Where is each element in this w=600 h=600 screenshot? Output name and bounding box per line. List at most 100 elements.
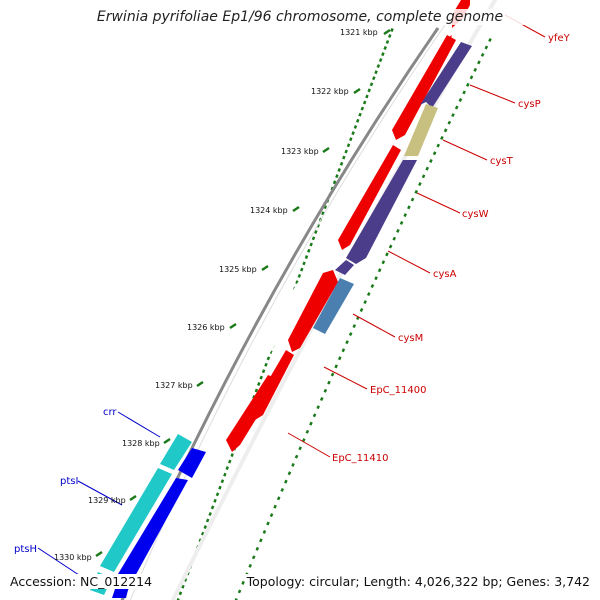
tick-mark [421, 174, 426, 179]
tick-mark [234, 598, 238, 600]
tick-mark [213, 498, 217, 503]
tick-mark [241, 580, 245, 585]
tick-mark [335, 174, 339, 179]
tick-mark [312, 413, 317, 418]
tick-mark [454, 105, 459, 110]
left-label-leaders [37, 411, 161, 578]
left-gene-labels: crr ptsI ptsH [14, 407, 117, 555]
tick-mark [339, 161, 344, 166]
tick-mark [330, 372, 335, 377]
gene-crr[interactable] [160, 434, 192, 470]
tick-mark [443, 128, 448, 133]
gene-label-cysM[interactable]: cysM [398, 333, 423, 344]
tick-mark [176, 598, 180, 600]
tick-mark [220, 479, 225, 484]
tick-mark [210, 505, 215, 510]
tick-mark [356, 118, 360, 123]
tick-mark [223, 472, 227, 477]
gene-cysW[interactable] [346, 160, 417, 264]
tick-mark [257, 382, 261, 386]
tick-mark [259, 538, 263, 543]
gene-blue-2[interactable] [118, 478, 188, 578]
gene-label-EpC_11400[interactable]: EpC_11400 [370, 385, 426, 396]
tick-mark [295, 280, 299, 285]
gene-label-cysP[interactable]: cysP [518, 99, 541, 110]
tick-mark [291, 463, 295, 467]
scale-label: 1322 kbp [311, 87, 349, 96]
tick-mark [436, 143, 441, 148]
tick-mark [374, 276, 378, 281]
scale-label: 1328 kbp [122, 439, 160, 448]
tick-mark [381, 260, 386, 265]
tick-mark [451, 113, 455, 118]
tick-mark [378, 58, 383, 63]
gene-label-ptsH[interactable]: ptsH [14, 544, 37, 555]
tick-mark [305, 429, 310, 434]
gene-label-cysW[interactable]: cysW [462, 209, 489, 220]
gene-ptsI[interactable] [100, 468, 172, 572]
tick-mark [334, 364, 338, 369]
gene-label-cysT[interactable]: cysT [490, 156, 514, 167]
tick-mark [484, 45, 489, 50]
gene-label-ptsI[interactable]: ptsI [60, 476, 78, 487]
tick-mark [304, 255, 309, 260]
tick-mark [440, 135, 444, 140]
gene-red-top[interactable] [398, 35, 452, 135]
forward-cds-track [226, 0, 470, 452]
tick-mark [388, 34, 392, 38]
gene-cysT[interactable] [404, 104, 438, 156]
gene-label-cysA[interactable]: cysA [433, 269, 457, 280]
tick-mark [261, 369, 266, 374]
tick-mark [358, 112, 362, 117]
scale-ticks [95, 28, 391, 558]
tick-mark [300, 267, 304, 272]
tick-mark [262, 530, 267, 534]
tick-mark [251, 555, 256, 560]
tick-mark [469, 75, 474, 80]
tick-mark [360, 106, 365, 111]
tick-mark [314, 230, 318, 234]
tick-mark [280, 487, 285, 492]
tick-mark [316, 223, 320, 228]
tick-mark [273, 504, 277, 509]
gene-cysP[interactable] [420, 42, 472, 108]
gene-label-EpC_11410[interactable]: EpC_11410 [332, 453, 388, 464]
scale-label: 1324 kbp [250, 206, 288, 215]
tick-mark [351, 131, 355, 136]
right-tick-track [234, 38, 492, 600]
tick-mark [377, 268, 382, 273]
tick-mark [264, 362, 268, 367]
gene-red-3[interactable] [288, 270, 338, 352]
tick-mark [337, 356, 342, 361]
tick-mark [352, 324, 357, 329]
gene-red-5[interactable] [226, 375, 280, 452]
scale-label: 1321 kbp [340, 28, 378, 37]
tick-mark [367, 88, 371, 93]
tick-mark [385, 252, 389, 257]
gene-label-crr[interactable]: crr [103, 407, 117, 418]
gene-red-2[interactable] [338, 145, 401, 250]
tick-mark [383, 46, 387, 50]
tick-mark [248, 563, 252, 568]
gene-label-yfeY[interactable]: yfeY [548, 33, 571, 44]
tick-mark [228, 459, 232, 464]
map-title: Erwinia pyrifoliae Ep1/96 chromosome, co… [0, 9, 600, 25]
tick-mark [309, 421, 313, 426]
tick-mark [237, 589, 242, 594]
tick-mark [488, 38, 492, 42]
tick-mark [230, 453, 234, 458]
gene-cysM[interactable] [313, 278, 354, 334]
tick-mark [297, 273, 302, 278]
gene-blue-1[interactable] [178, 448, 206, 478]
scale-label: 1329 kbp [88, 496, 126, 505]
tick-mark [399, 220, 404, 225]
tick-mark [178, 591, 183, 596]
tick-mark [307, 248, 311, 253]
tick-mark [429, 158, 433, 163]
gene-cysA[interactable] [335, 260, 354, 275]
tick-mark [319, 397, 324, 401]
tick-mark [311, 236, 316, 241]
tick-mark [269, 350, 273, 354]
tick-mark [316, 405, 320, 410]
tick-mark [458, 97, 463, 102]
